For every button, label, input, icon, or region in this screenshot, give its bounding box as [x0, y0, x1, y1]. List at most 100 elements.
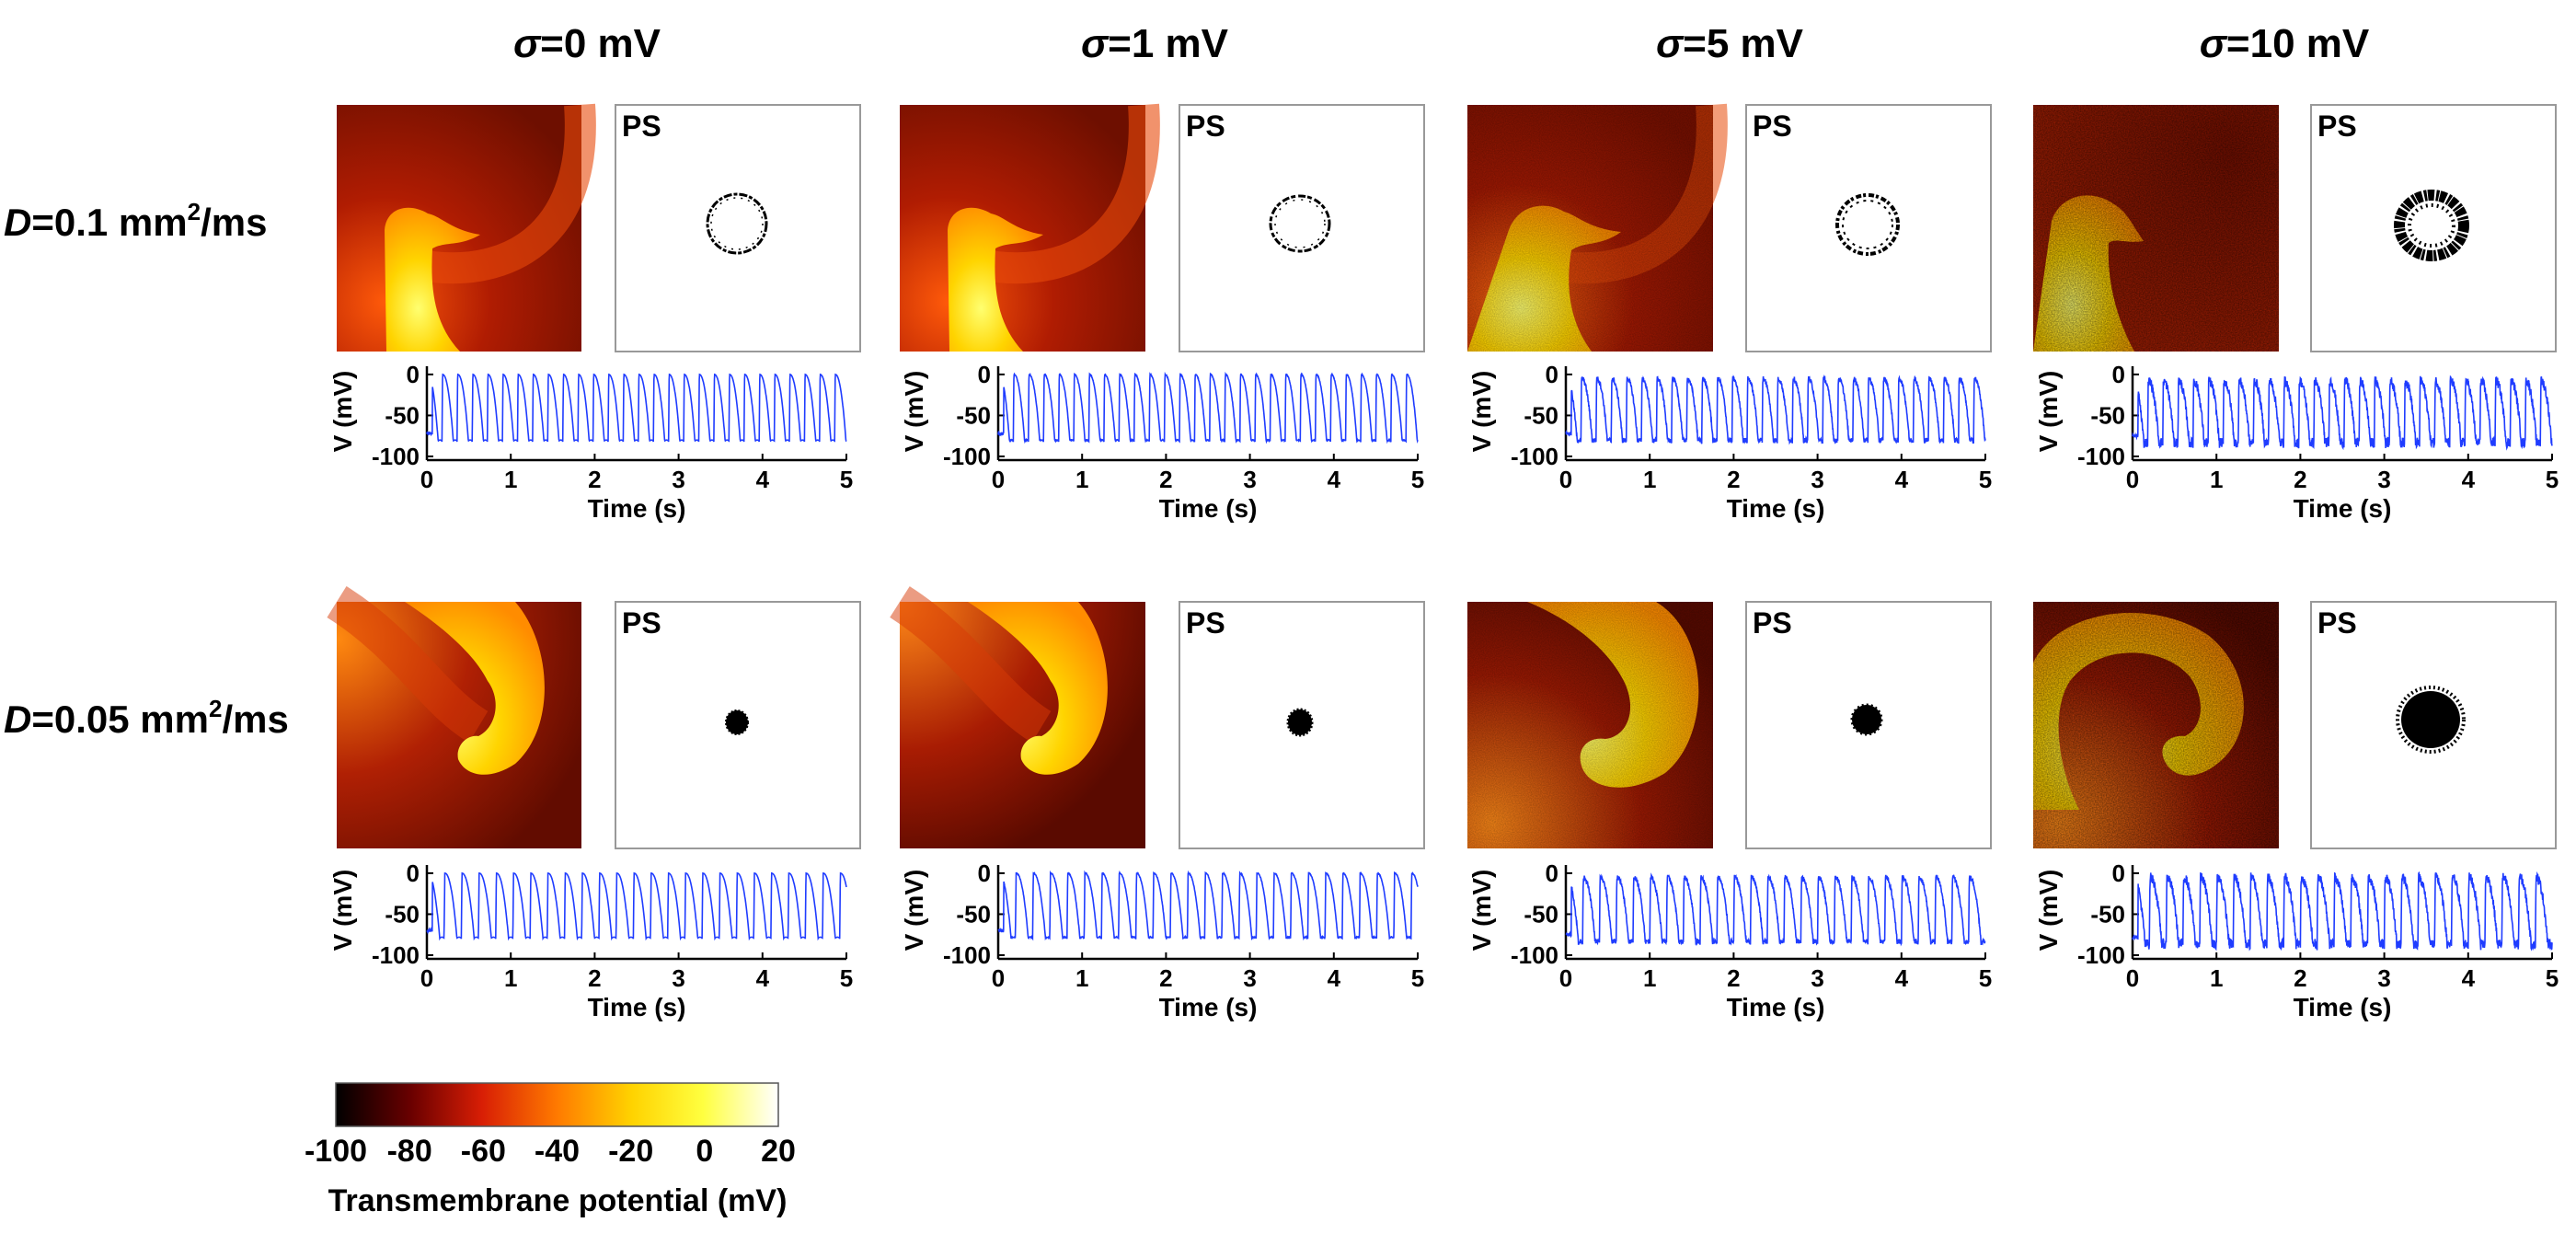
- x-tick-label: 0: [2126, 466, 2139, 493]
- ps-panel-r0-c2: PS: [1745, 104, 1992, 352]
- x-tick-label: 2: [1159, 466, 1172, 493]
- x-tick-label: 1: [504, 964, 517, 992]
- y-tick-label: 0: [978, 859, 991, 887]
- ps-label: PS: [2317, 606, 2357, 640]
- x-tick-label: 5: [2546, 466, 2559, 493]
- trace-plot-r0-c0: 0 1 2 3 4 5 0 -50 -100 Time (s) V (mV): [328, 361, 853, 523]
- y-tick-label: -100: [372, 443, 420, 470]
- x-tick-label: 1: [1643, 964, 1656, 992]
- y-tick-label: -50: [2090, 401, 2125, 429]
- trace-plot-r0-c2: 0 1 2 3 4 5 0 -50 -100 Time (s) V (mV): [1467, 361, 1992, 523]
- ps-panel-r1-c2: PS: [1745, 601, 1992, 849]
- x-tick-label: 4: [2462, 466, 2476, 493]
- ps-label: PS: [622, 110, 661, 143]
- x-tick-label: 3: [2377, 964, 2390, 992]
- ps-label: PS: [2317, 110, 2357, 143]
- colorbar-tick-label: -60: [461, 1134, 506, 1169]
- trace-plot-r1-c0: 0 1 2 3 4 5 0 -50 -100 Time (s) V (mV): [328, 859, 853, 1021]
- potential-map-r0-c2: [1467, 103, 1728, 352]
- x-tick-label: 3: [1811, 466, 1823, 493]
- potential-map-r1-c2: [1467, 602, 1713, 848]
- x-tick-label: 5: [840, 964, 853, 992]
- y-axis-label: V (mV): [1467, 371, 1496, 453]
- y-tick-label: -100: [2077, 443, 2125, 470]
- x-tick-label: 2: [588, 466, 601, 493]
- x-tick-label: 3: [672, 964, 684, 992]
- colorbar-ticks: -100 -80 -60 -40 -20 0 20: [305, 1134, 796, 1169]
- x-tick-label: 4: [1328, 964, 1341, 992]
- y-axis-label: V (mV): [2034, 371, 2063, 453]
- trace-plot-r0-c3: 0 1 2 3 4 5 0 -50 -100 Time (s) V (mV): [2034, 361, 2559, 523]
- x-tick-label: 0: [420, 964, 433, 992]
- y-tick-label: 0: [407, 859, 420, 887]
- voltage-trace-line: [1565, 872, 1986, 947]
- y-tick-label: -100: [372, 941, 420, 969]
- y-tick-label: 0: [407, 361, 420, 388]
- x-tick-label: 2: [2294, 466, 2306, 493]
- voltage-trace-line: [426, 871, 847, 941]
- x-tick-label: 3: [1243, 964, 1256, 992]
- x-tick-label: 5: [1411, 466, 1424, 493]
- x-tick-label: 1: [2210, 964, 2223, 992]
- voltage-trace-line: [1565, 374, 1986, 445]
- y-axis-label: V (mV): [328, 870, 357, 951]
- x-tick-label: 3: [2377, 466, 2390, 493]
- x-tick-label: 4: [1895, 466, 1909, 493]
- ps-panel-r0-c1: PS: [1179, 104, 1425, 352]
- x-axis-label: Time (s): [2294, 494, 2392, 523]
- y-tick-label: 0: [1546, 859, 1558, 887]
- y-tick-label: 0: [1546, 361, 1558, 388]
- potential-map-r1-c0: [327, 586, 581, 848]
- y-tick-label: -100: [1511, 443, 1558, 470]
- x-tick-label: 0: [992, 466, 1005, 493]
- y-axis-label: V (mV): [2034, 870, 2063, 951]
- y-tick-label: 0: [2112, 361, 2125, 388]
- x-tick-label: 4: [1895, 964, 1909, 992]
- x-tick-label: 0: [420, 466, 433, 493]
- ps-panel-r1-c1: PS: [1179, 601, 1425, 849]
- colorbar-tick-label: 0: [696, 1134, 713, 1169]
- x-tick-label: 4: [1328, 466, 1341, 493]
- x-axis-label: Time (s): [588, 494, 686, 523]
- voltage-traces: 0 1 2 3 4 5 0 -50 -100 Time (s) V (mV) 0 1 2 3 4 5 0 -50 -1…: [328, 361, 2559, 1021]
- x-axis-label: Time (s): [1727, 993, 1825, 1021]
- y-axis-label: V (mV): [900, 371, 928, 453]
- voltage-trace-line: [997, 371, 1419, 444]
- y-tick-label: -50: [1524, 900, 1558, 928]
- y-axis-label: V (mV): [328, 371, 357, 453]
- x-tick-label: 5: [1411, 964, 1424, 992]
- ps-panel-r0-c3: PS: [2310, 104, 2557, 352]
- column-headers: σ=0 mV σ=1 mV σ=5 mV σ=10 mV: [513, 21, 2370, 66]
- x-tick-label: 1: [1643, 466, 1656, 493]
- x-tick-label: 5: [840, 466, 853, 493]
- x-tick-label: 0: [2126, 964, 2139, 992]
- voltage-trace-line: [2132, 375, 2553, 451]
- x-tick-label: 3: [1243, 466, 1256, 493]
- trace-plot-r1-c2: 0 1 2 3 4 5 0 -50 -100 Time (s) V (mV): [1467, 859, 1992, 1021]
- column-header-0: σ=0 mV: [513, 21, 661, 66]
- y-tick-label: -50: [385, 401, 420, 429]
- column-header-1: σ=1 mV: [1081, 21, 1229, 66]
- ps-panel-r0-c0: PS: [615, 104, 861, 352]
- x-tick-label: 2: [1159, 964, 1172, 992]
- x-tick-label: 4: [756, 964, 770, 992]
- x-tick-label: 0: [1559, 964, 1572, 992]
- x-axis-label: Time (s): [2294, 993, 2392, 1021]
- row-labels: D=0.1 mm2/ms D=0.05 mm2/ms: [4, 198, 289, 741]
- x-tick-label: 1: [1075, 964, 1088, 992]
- x-tick-label: 2: [1727, 466, 1740, 493]
- y-tick-label: -50: [956, 401, 991, 429]
- y-tick-label: -100: [943, 941, 991, 969]
- x-tick-label: 5: [2546, 964, 2559, 992]
- trace-plot-r1-c3: 0 1 2 3 4 5 0 -50 -100 Time (s) V (mV): [2034, 859, 2559, 1021]
- colorbar: -100 -80 -60 -40 -20 0 20 Transmembrane potent…: [305, 1082, 796, 1218]
- trace-plot-r0-c1: 0 1 2 3 4 5 0 -50 -100 Time (s) V (mV): [900, 361, 1424, 523]
- ps-label: PS: [1753, 110, 1792, 143]
- potential-map-r0-c3: [2033, 105, 2279, 352]
- ps-label: PS: [1186, 110, 1225, 143]
- x-tick-label: 3: [672, 466, 684, 493]
- colorbar-gradient: [335, 1082, 779, 1127]
- x-tick-label: 2: [1727, 964, 1740, 992]
- voltage-trace-line: [2132, 871, 2553, 951]
